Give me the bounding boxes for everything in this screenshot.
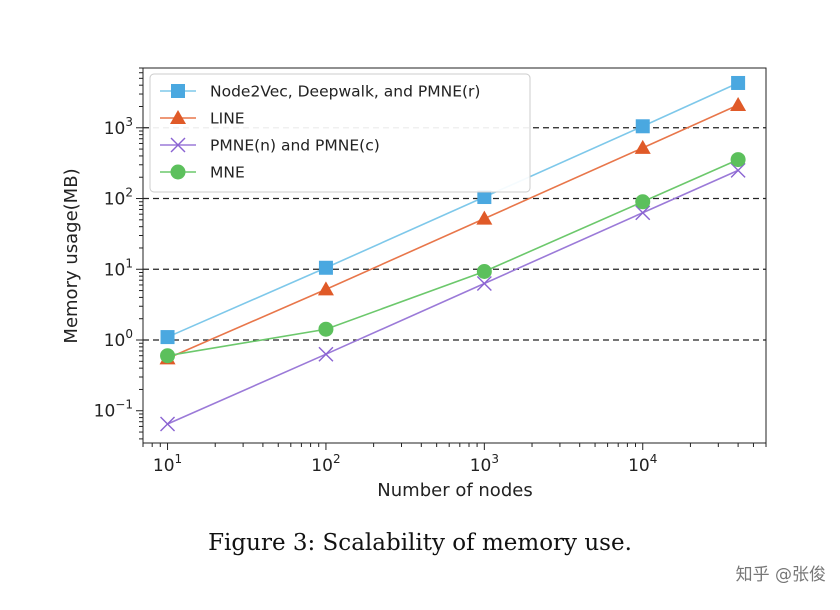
series-4 <box>160 152 746 364</box>
data-point <box>476 210 493 225</box>
plot-frame <box>142 67 767 444</box>
data-point <box>160 330 175 345</box>
x-tick-label: 103 <box>470 452 499 476</box>
marker-stroke <box>160 416 176 432</box>
data-point <box>730 96 747 111</box>
legend-item: LINE <box>160 110 245 128</box>
legend-label: PMNE(n) and PMNE(c) <box>210 137 380 155</box>
legend-marker <box>170 164 186 180</box>
legend: Node2Vec, Deepwalk, and PMNE(r) LINE PMNE(… <box>149 73 531 193</box>
data-point <box>318 260 333 275</box>
data-point <box>317 281 334 296</box>
x-tick-label: 102 <box>311 452 340 476</box>
data-point <box>477 190 492 205</box>
watermark: 知乎 @张俊 <box>735 565 826 585</box>
data-point <box>318 321 334 337</box>
x-tick-label: 101 <box>153 452 182 476</box>
legend-item: Node2Vec, Deepwalk, and PMNE(r) <box>160 83 480 101</box>
series-layer <box>159 75 747 432</box>
y-axis-label: Memory usage(MB) <box>61 168 82 343</box>
x-tick-label: 104 <box>628 452 657 476</box>
legend-marker <box>170 137 186 153</box>
legend-label: LINE <box>210 110 245 128</box>
legend-box <box>149 73 531 193</box>
data-point <box>634 139 651 154</box>
data-point <box>730 162 746 178</box>
marker-stroke <box>635 205 651 221</box>
series-line <box>167 169 739 425</box>
series-1 <box>160 75 746 345</box>
axes: 101 102 103 104 10−1 100 101 102 103 <box>94 67 767 476</box>
series-3 <box>160 162 746 432</box>
legend-label: MNE <box>210 164 245 182</box>
data-point <box>318 346 334 362</box>
y-tick-label: 101 <box>104 256 133 280</box>
data-point <box>731 75 746 90</box>
marker-stroke <box>730 162 746 178</box>
y-tick-label: 102 <box>104 186 133 210</box>
figure-caption: Figure 3: Scalability of memory use. <box>208 530 632 556</box>
data-point <box>160 348 176 364</box>
data-point <box>635 205 651 221</box>
legend-label: Node2Vec, Deepwalk, and PMNE(r) <box>210 83 480 101</box>
legend-marker <box>171 84 185 98</box>
marker-stroke <box>476 275 492 291</box>
legend-marker <box>170 110 186 124</box>
legend-item: PMNE(n) and PMNE(c) <box>160 137 380 155</box>
data-point <box>476 263 492 279</box>
y-tick-label: 103 <box>104 115 133 139</box>
data-point <box>635 119 650 134</box>
y-tick-label: 100 <box>104 327 133 351</box>
y-tick-label: 10−1 <box>94 398 133 422</box>
x-axis-label: Number of nodes <box>377 480 532 501</box>
legend-item: MNE <box>160 164 245 182</box>
data-point <box>635 194 651 210</box>
marker-stroke <box>318 346 334 362</box>
data-point <box>476 275 492 291</box>
marker-stroke <box>170 137 186 153</box>
data-point <box>730 152 746 168</box>
data-point <box>160 416 176 432</box>
